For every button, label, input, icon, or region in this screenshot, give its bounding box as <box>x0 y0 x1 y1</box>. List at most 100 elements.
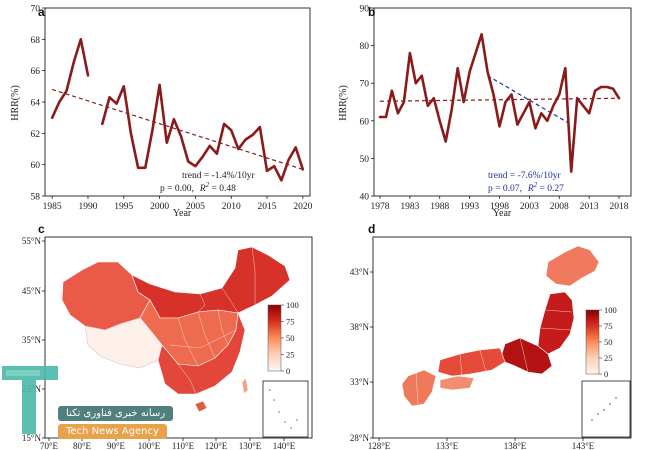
panel-c-lat-tick-label: 45°N <box>22 286 42 296</box>
panel-a-r-label: R <box>199 184 206 194</box>
panel-b-r-value: = 0.27 <box>537 184 564 194</box>
panel-a-xtick-label: 2010 <box>222 202 241 212</box>
panel-a-p-value: p = 0.00, <box>160 184 194 194</box>
panel-c-lon-tick-label: 70°E <box>40 441 59 450</box>
japan-shikoku <box>439 375 475 391</box>
panel-a-x-axis: 1985 1990 1995 2000 2005 2010 2015 2020 <box>43 196 313 212</box>
panel-d-cb-tick-label: 0 <box>604 369 608 379</box>
panel-b-r-label: R <box>527 184 534 194</box>
panel-b-ytick-label: 90 <box>360 5 370 15</box>
panel-a-ylabel: HRR(%) <box>10 85 21 121</box>
china-taiwan <box>241 377 249 395</box>
panel-b-trend-line <box>379 97 620 102</box>
panel-b-ytick-label: 80 <box>360 42 370 52</box>
panel-b-x-axis: 1978 1983 1988 1993 1998 2003 2008 2013 2018 <box>370 196 629 212</box>
panel-b-xtick-label: 2003 <box>520 202 539 212</box>
panel-c-lon-tick-label: 80°E <box>73 441 92 450</box>
panel-a-series <box>50 37 305 182</box>
panel-a-ytick-label: 60 <box>31 161 41 171</box>
watermark-english: Tech News Agency <box>58 424 167 439</box>
panel-a-ytick-label: 58 <box>31 193 41 203</box>
panel-a-series-line <box>50 37 90 119</box>
panel-c-cb-tick-label: 25 <box>286 350 295 360</box>
panel-d-map: d 100 75 50 25 0 128°E 133°E 138°E 143°E 43°N 38… <box>350 222 632 450</box>
panel-d-cb-tick-label: 75 <box>604 321 613 331</box>
panel-a-stats-text: p = 0.00, R2 = 0.48 <box>160 181 236 194</box>
panel-c-lon-tick-label: 100°E <box>138 441 161 450</box>
panel-a-xtick-label: 1990 <box>78 202 97 212</box>
japan-tohoku <box>537 291 575 355</box>
japan-kanto-chubu <box>499 337 553 375</box>
panel-c-lon-tick-label: 110°E <box>172 441 195 450</box>
panel-a-trend-text: trend = -1.4%/10yr <box>182 171 255 181</box>
panel-c-lon-tick-label: 90°E <box>107 441 126 450</box>
panel-b-frame <box>373 7 632 197</box>
panel-a-letter: a <box>38 5 45 19</box>
panel-b-ytick-label: 70 <box>360 80 370 90</box>
panel-a-ytick-label: 70 <box>31 5 41 15</box>
panel-a-xlabel: Year <box>173 208 192 219</box>
panel-a-r-value: = 0.48 <box>209 184 236 194</box>
panel-b-xtick-label: 1993 <box>460 202 479 212</box>
panel-a-ytick-label: 64 <box>31 99 41 109</box>
panel-d-cb-tick-label: 50 <box>604 337 613 347</box>
panel-c-cb-tick-label: 0 <box>286 366 290 376</box>
panel-b-xtick-label: 1978 <box>370 202 389 212</box>
panel-c-lon-tick-label: 120°E <box>205 441 228 450</box>
panel-c-colorbar <box>267 304 282 372</box>
watermark-logo <box>2 366 58 434</box>
panel-d-lon-tick-label: 133°E <box>436 441 459 450</box>
panel-b-ytick-label: 40 <box>360 193 370 203</box>
panel-d-lat-tick-label: 38°N <box>350 322 370 332</box>
panel-d-letter: d <box>368 222 375 236</box>
panel-c-cb-tick-label: 50 <box>286 333 295 343</box>
china-hainan <box>194 400 208 413</box>
panel-a-xtick-label: 2005 <box>186 202 205 212</box>
panel-d-inset-islands <box>591 397 617 421</box>
panel-b-letter: b <box>368 5 375 19</box>
japan-prefecture-lines <box>415 309 573 405</box>
panel-d-cb-tick-label: 100 <box>604 305 617 315</box>
panel-a-chart: a 58 60 62 64 66 68 70 1985 1990 1995 2000 2005 201… <box>10 5 313 220</box>
panel-a-series-line <box>101 83 305 182</box>
panel-b-xtick-label: 2018 <box>610 202 629 212</box>
china-south-region <box>157 311 246 395</box>
panel-d-cb-tick-label: 25 <box>604 353 613 363</box>
panel-b-ylabel: HRR(%) <box>338 85 349 121</box>
panel-b-xtick-label: 2008 <box>550 202 569 212</box>
panel-b-xlabel: Year <box>493 208 512 219</box>
japan-kansai-chugoku <box>437 347 506 377</box>
panel-c-letter: c <box>38 222 45 236</box>
panel-a-r-sup: 2 <box>206 181 210 189</box>
panel-d-frame <box>372 236 632 439</box>
panel-a-ytick-label: 68 <box>31 36 41 46</box>
panel-d-lat-tick-label: 28°N <box>350 433 370 443</box>
panel-a-trend <box>51 88 304 170</box>
watermark-persian: رسانه خبری فناوری تکنا <box>58 406 174 421</box>
panel-b-series <box>378 32 621 173</box>
panel-c-lon-tick-label: 140°E <box>273 441 296 450</box>
panel-d-lat-tick-label: 33°N <box>350 377 370 387</box>
panel-b-ytick-label: 50 <box>360 155 370 165</box>
panel-b-series-line <box>378 32 621 173</box>
panel-b-trend-line <box>487 75 572 126</box>
japan-kyushu <box>401 369 437 407</box>
panel-a-ytick-label: 62 <box>31 130 41 140</box>
panel-a-xtick-label: 1995 <box>114 202 133 212</box>
panel-a-xtick-label: 2015 <box>258 202 277 212</box>
panel-d-colorbar <box>585 309 600 375</box>
panel-d-inset <box>581 380 631 438</box>
panel-d-lon-tick-label: 138°E <box>504 441 527 450</box>
panel-b-chart: b 40 50 60 70 80 90 1978 1983 1988 1993 1998 2003 2… <box>338 5 632 219</box>
panel-b-stats-text: p = 0.07, R2 = 0.27 <box>488 181 564 194</box>
panel-d-colorbar-ticks: 100 75 50 25 0 <box>599 305 617 379</box>
panel-c-lat-tick-label: 15°N <box>22 433 42 443</box>
panel-d-lon-tick-label: 143°E <box>572 441 595 450</box>
panel-b-r-sup: 2 <box>534 181 538 189</box>
panel-a-trend-line <box>51 88 304 170</box>
panel-b-ytick-label: 60 <box>360 117 370 127</box>
panel-a-y-axis: 58 60 62 64 66 68 70 <box>31 5 45 203</box>
panel-d-lon-tick-label: 128°E <box>368 441 391 450</box>
japan-hokkaido <box>545 245 600 287</box>
